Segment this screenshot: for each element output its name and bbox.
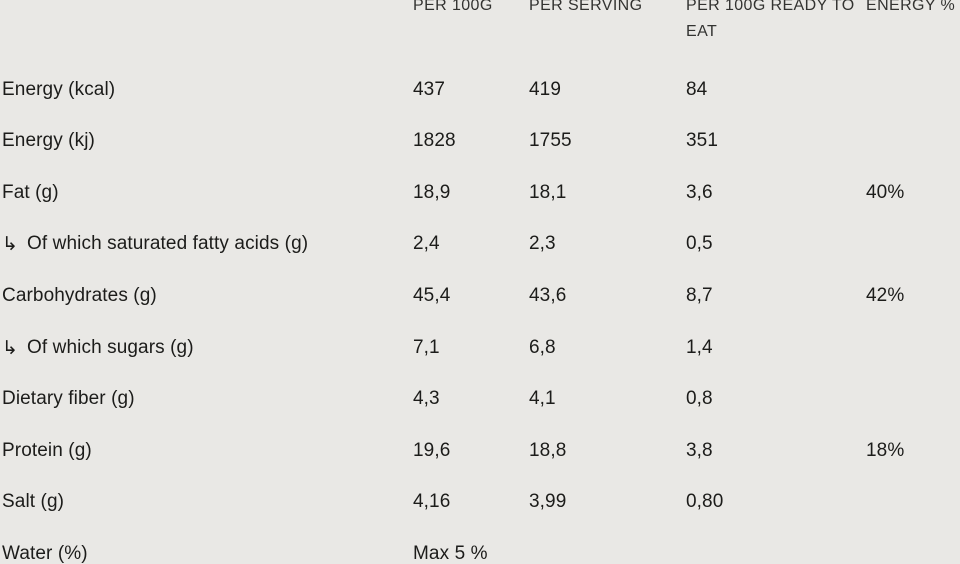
row-label: Dietary fiber (g)	[2, 388, 413, 410]
cell-per-100g-ready: 0,5	[686, 233, 713, 255]
cell-per-serving: 3,99	[529, 491, 567, 513]
cell-per-100g: 45,4	[413, 284, 451, 306]
cell-per-100g-ready: 0,8	[686, 388, 713, 410]
row-label-text: Of which sugars (g)	[27, 336, 194, 358]
cell-per-100g: 437	[413, 78, 446, 100]
row-label-text: Protein (g)	[2, 439, 92, 461]
column-header-energy-percent: ENERGY %	[866, 0, 956, 14]
row-label: ↳ Of which sugars (g)	[2, 337, 413, 359]
table-row: ↳ Of which saturated fatty acids (g) 2,4…	[2, 219, 960, 271]
cell-per-100g: 18,9	[413, 181, 451, 203]
row-label-text: Water (%)	[2, 542, 88, 564]
cell-per-serving: 18,1	[529, 181, 567, 203]
row-label-text: Dietary fiber (g)	[2, 388, 135, 410]
row-label: Energy (kcal)	[2, 79, 413, 101]
cell-per-serving: 1755	[529, 130, 572, 152]
sub-item-arrow-icon: ↳	[2, 336, 19, 359]
row-label-text: Energy (kj)	[2, 130, 95, 152]
row-label-text: Energy (kcal)	[2, 78, 116, 100]
cell-per-100g-ready: 8,7	[686, 284, 713, 306]
row-label: Water (%)	[2, 543, 413, 564]
cell-per-100g: 19,6	[413, 439, 451, 461]
table-row: Carbohydrates (g) 45,4 43,6 8,7 42%	[2, 270, 960, 322]
cell-per-serving: 6,8	[529, 336, 556, 358]
table-body: Energy (kcal) 437 419 84 Energy (kj) 182…	[2, 64, 960, 564]
cell-energy-percent: 40%	[866, 181, 905, 203]
cell-per-100g-ready: 3,8	[686, 439, 713, 461]
cell-per-100g: 2,4	[413, 233, 440, 255]
cell-per-serving: 4,1	[529, 388, 556, 410]
row-label-text: Fat (g)	[2, 181, 59, 203]
cell-per-serving: 2,3	[529, 233, 556, 255]
cell-per-serving: 43,6	[529, 284, 567, 306]
cell-per-100g: 4,16	[413, 491, 451, 513]
cell-energy-percent: 18%	[866, 439, 905, 461]
sub-item-arrow-icon: ↳	[2, 233, 19, 256]
table-row: Fat (g) 18,9 18,1 3,6 40%	[2, 167, 960, 219]
cell-per-100g-ready: 351	[686, 130, 719, 152]
column-header-per-serving: PER SERVING	[529, 0, 643, 14]
cell-per-100g-ready: 84	[686, 78, 708, 100]
table-row: Water (%) Max 5 %	[2, 528, 960, 564]
row-label: Energy (kj)	[2, 130, 413, 152]
column-header-per-100g: PER 100G	[413, 0, 493, 14]
cell-per-100g: 7,1	[413, 336, 440, 358]
cell-per-100g: 1828	[413, 130, 456, 152]
table-header-row: PER 100G PER SERVING PER 100G READY TO E…	[2, 0, 960, 64]
cell-per-100g-ready: 0,80	[686, 491, 724, 513]
row-label-text: Of which saturated fatty acids (g)	[27, 233, 309, 255]
row-label: ↳ Of which saturated fatty acids (g)	[2, 233, 413, 255]
cell-per-100g-ready: 1,4	[686, 336, 713, 358]
row-label: Protein (g)	[2, 440, 413, 462]
cell-per-serving: 419	[529, 78, 562, 100]
row-label-text: Salt (g)	[2, 491, 65, 513]
cell-per-serving: 18,8	[529, 439, 567, 461]
row-label-text: Carbohydrates (g)	[2, 284, 157, 306]
table-row: Dietary fiber (g) 4,3 4,1 0,8	[2, 373, 960, 425]
row-label: Salt (g)	[2, 491, 413, 513]
cell-energy-percent: 42%	[866, 284, 905, 306]
cell-per-100g-ready: 3,6	[686, 181, 713, 203]
cell-per-100g: Max 5 %	[413, 542, 488, 564]
row-label: Fat (g)	[2, 182, 413, 204]
table-row: Energy (kj) 1828 1755 351	[2, 116, 960, 168]
column-header-per-100g-ready-to-eat: PER 100G READY TO EAT	[686, 0, 855, 40]
table-row: ↳ Of which sugars (g) 7,1 6,8 1,4	[2, 322, 960, 374]
table-row: Energy (kcal) 437 419 84	[2, 64, 960, 116]
cell-per-100g: 4,3	[413, 388, 440, 410]
row-label: Carbohydrates (g)	[2, 285, 413, 307]
table-row: Salt (g) 4,16 3,99 0,80	[2, 476, 960, 528]
table-row: Protein (g) 19,6 18,8 3,8 18%	[2, 425, 960, 477]
